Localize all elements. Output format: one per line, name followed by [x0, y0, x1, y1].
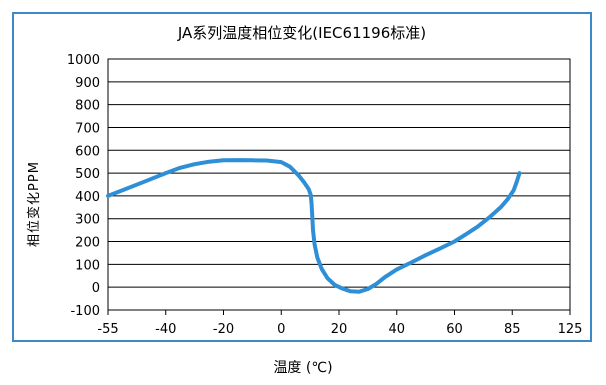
- y-tick-label: 900: [75, 76, 100, 91]
- y-tick-label: 800: [75, 99, 100, 114]
- x-tick-label: 125: [558, 322, 583, 337]
- x-tick-label: 40: [388, 322, 405, 337]
- y-axis-label: 相位变化PPM: [26, 161, 42, 247]
- grid-lines: [108, 58, 570, 311]
- series-layer: [106, 158, 522, 294]
- x-tick-label: 85: [504, 322, 521, 337]
- x-tick-label: 20: [331, 322, 348, 337]
- y-tick-label: 600: [75, 144, 100, 159]
- plot-border: [107, 58, 571, 311]
- series-line-0: [106, 158, 522, 294]
- chart-plot: JA系列温度相位变化(IEC61196标准) 相位变化PPM 100090080…: [26, 24, 582, 337]
- y-tick-label: 400: [75, 190, 100, 205]
- x-tick-label: 0: [277, 322, 285, 337]
- x-tick-label: -20: [213, 322, 234, 337]
- x-tick-label: -55: [97, 322, 118, 337]
- y-tick-label: 1000: [67, 53, 100, 68]
- x-tick-labels: -55 -40 -20 0 20 40 60 85 125: [97, 322, 582, 337]
- x-tick-label: -40: [155, 322, 176, 337]
- y-tick-label: 500: [75, 167, 100, 182]
- axes: [107, 58, 571, 315]
- chart-frame: JA系列温度相位变化(IEC61196标准) 相位变化PPM 1000 900 80…: [12, 12, 592, 342]
- y-tick-label: 0: [92, 281, 100, 296]
- x-axis-label: 温度 (℃): [273, 360, 333, 376]
- x-tick-label: 60: [446, 322, 463, 337]
- chart-title: JA系列温度相位变化(IEC61196标准): [177, 24, 426, 42]
- y-tick-label: 700: [75, 121, 100, 136]
- y-tick-label: 200: [75, 236, 100, 251]
- y-tick-label: -100: [70, 304, 100, 319]
- y-tick-label: 100: [75, 258, 100, 273]
- y-tick-label: 300: [75, 213, 100, 228]
